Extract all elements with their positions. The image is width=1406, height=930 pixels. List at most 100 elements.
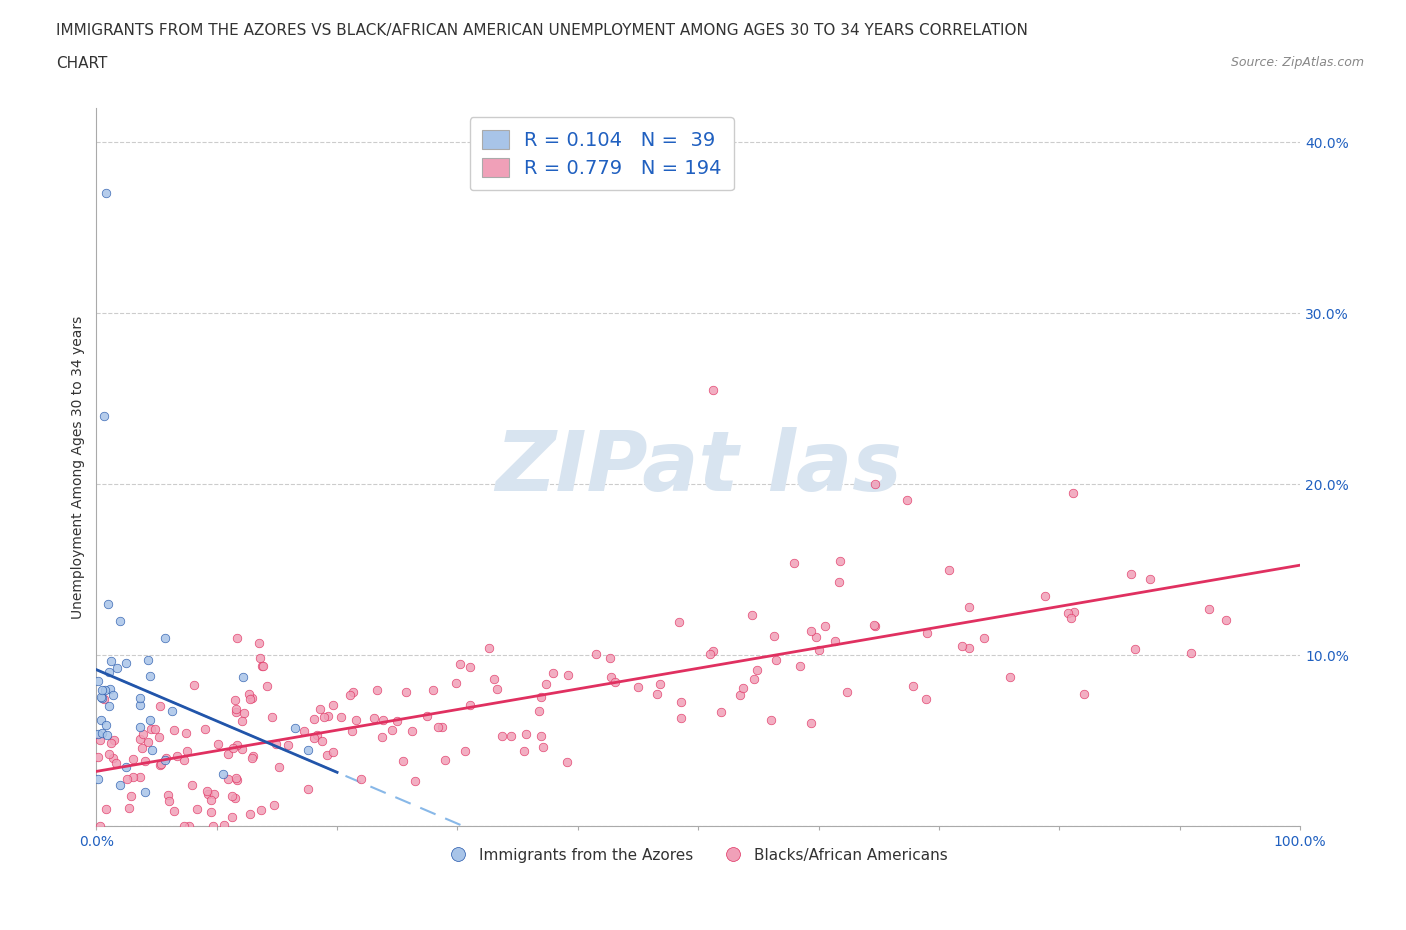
Point — [699, 646, 721, 661]
Point — [363, 711, 385, 725]
Point — [650, 677, 672, 692]
Point — [221, 789, 243, 804]
Point — [90, 713, 112, 728]
Point — [915, 626, 938, 641]
Point — [139, 712, 162, 727]
Point — [225, 702, 247, 717]
Point — [89, 818, 111, 833]
Point — [427, 719, 450, 734]
Point — [136, 653, 159, 668]
Point — [305, 727, 328, 742]
Point — [804, 630, 827, 644]
Point — [371, 712, 394, 727]
Point — [534, 676, 557, 691]
Point — [541, 665, 564, 680]
Point — [128, 720, 150, 735]
Point — [444, 676, 467, 691]
Point — [938, 563, 960, 578]
Point — [1215, 613, 1237, 628]
Point — [114, 655, 136, 670]
Point — [371, 730, 394, 745]
Point — [828, 553, 851, 568]
Point — [173, 752, 195, 767]
Point — [366, 683, 388, 698]
Point — [627, 679, 650, 694]
Point — [1000, 670, 1022, 684]
Point — [157, 794, 180, 809]
Point — [515, 726, 537, 741]
Point — [183, 677, 205, 692]
Point — [200, 793, 222, 808]
Point — [484, 671, 506, 686]
Point — [115, 771, 138, 786]
Point — [101, 751, 124, 765]
Point — [668, 615, 690, 630]
Point — [186, 802, 208, 817]
Point — [155, 631, 177, 645]
Point — [249, 650, 271, 665]
Point — [957, 600, 980, 615]
Point — [915, 692, 938, 707]
Point — [217, 746, 239, 761]
Point — [143, 722, 166, 737]
Point — [807, 643, 830, 658]
Point — [103, 732, 125, 747]
Point — [669, 711, 692, 725]
Point — [163, 804, 186, 818]
Y-axis label: Unemployment Among Ages 30 to 34 years: Unemployment Among Ages 30 to 34 years — [72, 315, 86, 618]
Point — [86, 772, 108, 787]
Point — [94, 683, 117, 698]
Point — [1139, 571, 1161, 586]
Point — [93, 692, 115, 707]
Point — [94, 186, 117, 201]
Point — [139, 669, 162, 684]
Point — [499, 729, 522, 744]
Point — [217, 771, 239, 786]
Point — [150, 757, 173, 772]
Point — [297, 742, 319, 757]
Point — [202, 787, 225, 802]
Point — [256, 679, 278, 694]
Point — [292, 724, 315, 738]
Point — [344, 712, 367, 727]
Point — [260, 710, 283, 724]
Legend: Immigrants from the Azores, Blacks/African Americans: Immigrants from the Azores, Blacks/Afric… — [443, 842, 955, 869]
Point — [238, 687, 260, 702]
Point — [225, 772, 247, 787]
Point — [129, 769, 152, 784]
Point — [1121, 566, 1143, 581]
Text: IMMIGRANTS FROM THE AZORES VS BLACK/AFRICAN AMERICAN UNEMPLOYMENT AMONG AGES 30 : IMMIGRANTS FROM THE AZORES VS BLACK/AFRI… — [56, 23, 1028, 38]
Point — [174, 726, 197, 741]
Point — [789, 658, 811, 673]
Point — [224, 790, 246, 805]
Point — [555, 754, 578, 769]
Point — [302, 711, 325, 726]
Point — [94, 802, 117, 817]
Point — [800, 624, 823, 639]
Point — [160, 703, 183, 718]
Point — [122, 751, 145, 766]
Point — [197, 783, 219, 798]
Point — [233, 706, 256, 721]
Text: Source: ZipAtlas.com: Source: ZipAtlas.com — [1230, 56, 1364, 69]
Point — [114, 760, 136, 775]
Point — [1033, 589, 1056, 604]
Point — [90, 689, 112, 704]
Point — [458, 698, 481, 712]
Point — [728, 687, 751, 702]
Point — [513, 744, 536, 759]
Point — [155, 751, 177, 765]
Point — [896, 492, 918, 507]
Point — [128, 698, 150, 712]
Point — [1123, 641, 1146, 656]
Point — [478, 641, 501, 656]
Point — [401, 724, 423, 738]
Point — [89, 733, 111, 748]
Point — [100, 736, 122, 751]
Point — [702, 382, 724, 397]
Point — [264, 737, 287, 751]
Point — [176, 744, 198, 759]
Point — [903, 679, 925, 694]
Point — [173, 818, 195, 833]
Point — [1056, 605, 1078, 620]
